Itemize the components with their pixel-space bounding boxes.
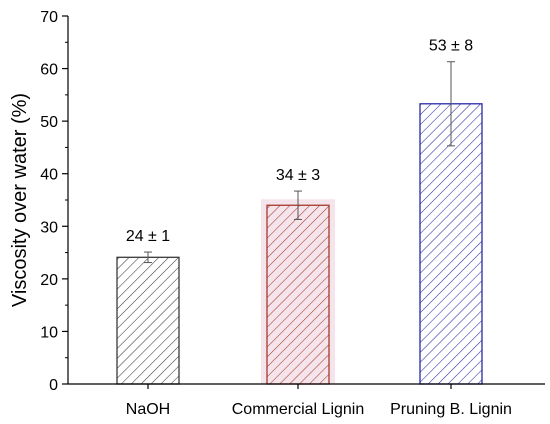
x-tick-label: Pruning B. Lignin — [390, 401, 512, 418]
error-bar — [294, 190, 302, 220]
y-tick-label: 60 — [40, 62, 58, 79]
error-bar — [447, 61, 455, 147]
y-tick-label: 30 — [40, 219, 58, 236]
y-tick-label: 40 — [40, 167, 58, 184]
data-label: 24 ± 1 — [126, 228, 170, 245]
bar-naoh — [116, 256, 180, 385]
y-tick-label: 50 — [40, 114, 58, 131]
data-label: 34 ± 3 — [276, 167, 320, 184]
error-bar — [144, 251, 152, 264]
bar-commercial-lignin — [266, 204, 330, 385]
bar-pruning-b-lignin — [419, 103, 483, 385]
y-tick-label: 70 — [40, 9, 58, 26]
x-tick-label: NaOH — [126, 401, 170, 418]
x-tick-label: Commercial Lignin — [232, 401, 365, 418]
y-axis-label: Viscosity over water (%) — [9, 93, 31, 307]
data-label: 53 ± 8 — [429, 38, 473, 55]
y-tick-label: 10 — [40, 324, 58, 341]
y-tick-label: 20 — [40, 272, 58, 289]
y-tick-label: 0 — [49, 377, 58, 394]
